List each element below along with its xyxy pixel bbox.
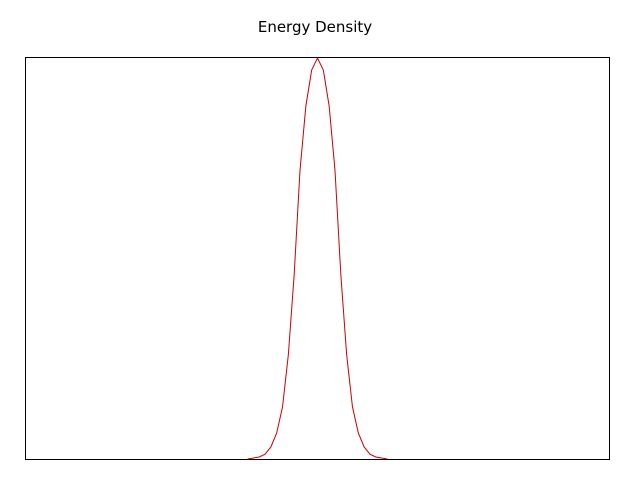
plot-frame bbox=[25, 57, 610, 460]
chart-title: Energy Density bbox=[257, 18, 373, 36]
series-layer bbox=[247, 56, 388, 460]
energy-density-line bbox=[247, 56, 388, 460]
